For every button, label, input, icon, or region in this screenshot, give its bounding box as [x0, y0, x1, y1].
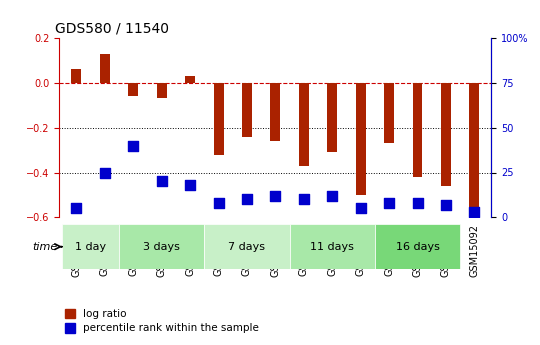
- Point: [242, 197, 251, 202]
- FancyBboxPatch shape: [62, 224, 119, 269]
- Bar: [129, 83, 138, 96]
- Bar: [100, 53, 110, 83]
- Point: [129, 143, 138, 148]
- Text: 16 days: 16 days: [396, 242, 440, 252]
- Point: [356, 206, 365, 211]
- FancyBboxPatch shape: [289, 224, 375, 269]
- FancyBboxPatch shape: [204, 224, 289, 269]
- Text: 3 days: 3 days: [143, 242, 180, 252]
- Legend: log ratio, percentile rank within the sample: log ratio, percentile rank within the sa…: [65, 309, 259, 333]
- Bar: [242, 83, 252, 137]
- Bar: [413, 83, 422, 177]
- Text: 1 day: 1 day: [75, 242, 106, 252]
- Bar: [185, 76, 195, 83]
- Bar: [71, 69, 82, 83]
- Bar: [441, 83, 451, 186]
- Point: [157, 179, 166, 184]
- Bar: [214, 83, 224, 155]
- FancyBboxPatch shape: [119, 224, 204, 269]
- Text: GDS580 / 11540: GDS580 / 11540: [55, 21, 169, 36]
- Point: [214, 200, 223, 206]
- Text: 11 days: 11 days: [310, 242, 354, 252]
- Text: time: time: [33, 242, 58, 252]
- FancyBboxPatch shape: [375, 224, 460, 269]
- Point: [442, 202, 450, 208]
- Point: [300, 197, 308, 202]
- Point: [413, 200, 422, 206]
- Bar: [384, 83, 394, 144]
- Bar: [299, 83, 309, 166]
- Point: [470, 209, 478, 215]
- Point: [271, 193, 280, 199]
- Point: [72, 206, 81, 211]
- Bar: [327, 83, 337, 152]
- Text: 7 days: 7 days: [228, 242, 266, 252]
- Bar: [271, 83, 280, 141]
- Point: [385, 200, 394, 206]
- Bar: [469, 83, 480, 217]
- Bar: [356, 83, 366, 195]
- Bar: [157, 83, 167, 98]
- Point: [328, 193, 336, 199]
- Point: [186, 182, 194, 188]
- Point: [100, 170, 109, 175]
